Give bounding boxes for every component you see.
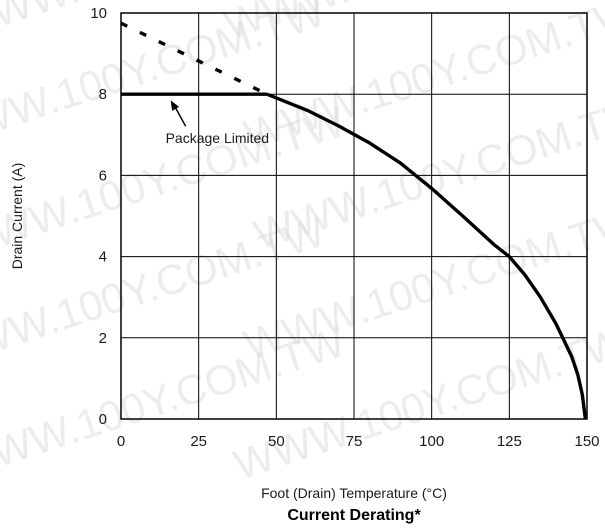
chart-grid bbox=[121, 13, 587, 419]
chart-title: Current Derating* bbox=[287, 507, 421, 524]
x-tick-label: 100 bbox=[419, 433, 444, 450]
tick-labels: 0 25 50 75 100 125 150 0 2 4 6 8 10 bbox=[90, 5, 599, 450]
x-axis-title: Foot (Drain) Temperature (°C) bbox=[261, 485, 447, 501]
x-tick-label: 50 bbox=[268, 433, 285, 450]
watermark-layer: WWW.100Y.COM.TWWWW.100Y.COM.TWWWW.100Y.C… bbox=[0, 0, 605, 489]
plot-frame bbox=[120, 12, 588, 420]
y-tick-label: 2 bbox=[99, 330, 107, 347]
annotation-layer: Package Limited bbox=[166, 100, 270, 146]
x-tick-label: 25 bbox=[190, 433, 207, 450]
extrapolated-limit-line bbox=[120, 21, 268, 96]
x-tick-label: 150 bbox=[574, 433, 599, 450]
x-tick-label: 75 bbox=[346, 433, 363, 450]
y-axis-title: Drain Current (A) bbox=[9, 163, 25, 270]
y-tick-label: 10 bbox=[90, 5, 107, 22]
y-tick-label: 8 bbox=[99, 86, 107, 103]
series-layer bbox=[120, 21, 588, 420]
y-tick-label: 0 bbox=[99, 411, 107, 428]
y-tick-label: 6 bbox=[99, 167, 107, 184]
x-tick-label: 125 bbox=[497, 433, 522, 450]
derating-curve bbox=[266, 92, 588, 420]
y-tick-label: 4 bbox=[99, 249, 107, 266]
package-limited-label: Package Limited bbox=[166, 130, 270, 146]
package-limited-arrowhead bbox=[170, 100, 180, 111]
x-tick-label: 0 bbox=[117, 433, 125, 450]
